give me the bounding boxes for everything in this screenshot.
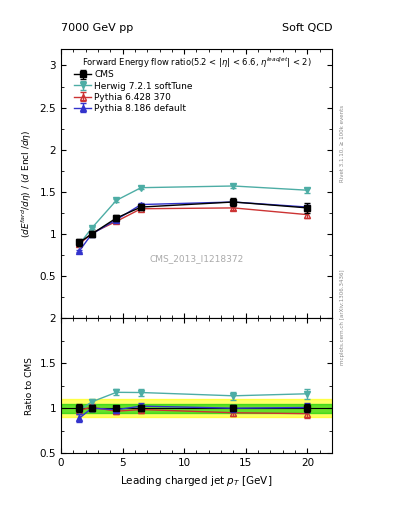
Text: Rivet 3.1.10, ≥ 100k events: Rivet 3.1.10, ≥ 100k events: [340, 105, 345, 182]
Text: Forward Energy flow ratio(5.2 < $|\eta|$ < 6.6, $\eta^{leadjet}$| < 2): Forward Energy flow ratio(5.2 < $|\eta|$…: [82, 55, 311, 70]
Bar: [61, 399, 332, 417]
X-axis label: Leading charged jet $p_T$ [GeV]: Leading charged jet $p_T$ [GeV]: [120, 474, 273, 487]
Text: Soft QCD: Soft QCD: [282, 23, 332, 33]
Text: 7000 GeV pp: 7000 GeV pp: [61, 23, 133, 33]
Text: CMS_2013_I1218372: CMS_2013_I1218372: [149, 254, 244, 264]
Y-axis label: $(dE^{fard}/d\eta)$ / $(d$ Encl $/d\eta)$: $(dE^{fard}/d\eta)$ / $(d$ Encl $/d\eta)…: [20, 130, 34, 238]
Bar: [61, 403, 332, 413]
Legend: CMS, Herwig 7.2.1 softTune, Pythia 6.428 370, Pythia 8.186 default: CMS, Herwig 7.2.1 softTune, Pythia 6.428…: [71, 67, 196, 117]
Text: mcplots.cern.ch [arXiv:1306.3436]: mcplots.cern.ch [arXiv:1306.3436]: [340, 270, 345, 365]
Y-axis label: Ratio to CMS: Ratio to CMS: [25, 357, 34, 415]
